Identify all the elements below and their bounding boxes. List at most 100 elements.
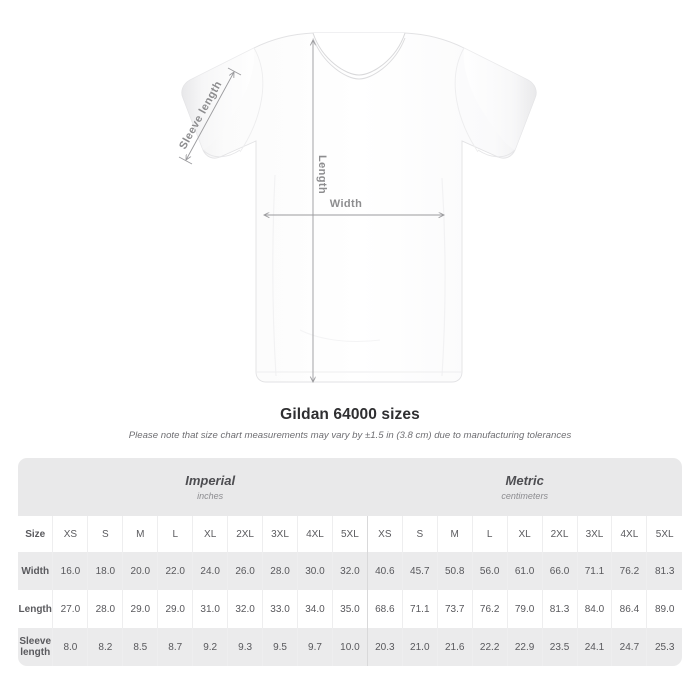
table-row-width: Width 16.0 18.0 20.0 22.0 24.0 26.0 28.0… [18,552,682,590]
cell-sleeve-met-s: 21.0 [401,628,438,666]
table-row-length: Length 27.0 28.0 29.0 29.0 31.0 32.0 33.… [18,590,682,628]
cell-width-met-5xl: 81.3 [646,552,682,590]
row-label-sleeve-length: Sleeve length [18,628,53,666]
tshirt-illustration: Length Width Sleeve length [177,32,537,400]
cell-length-met-l: 76.2 [471,590,508,628]
length-label: Length [316,155,328,194]
size-table: Imperial inches Metric centimeters Size … [18,458,682,666]
cell-width-met-l: 56.0 [471,552,508,590]
cell-width-met-s: 45.7 [401,552,438,590]
size-table-wrapper: Imperial inches Metric centimeters Size … [18,458,682,666]
header-cell-imp-4xl: 4XL [297,516,333,552]
header-cell-imp-5xl: 5XL [331,516,368,552]
cell-length-imp-2xl: 32.0 [227,590,263,628]
unit-banner-imperial: Imperial inches [52,458,368,516]
cell-sleeve-met-m: 21.6 [436,628,473,666]
header-cell-imp-s: S [87,516,123,552]
header-cell-met-m: M [436,516,473,552]
row-label-width: Width [18,552,53,590]
cell-length-imp-5xl: 35.0 [331,590,368,628]
header-cell-imp-2xl: 2XL [227,516,263,552]
header-cell-met-s: S [401,516,438,552]
header-cell-met-2xl: 2XL [541,516,577,552]
table-row-sleeve-length: Sleeve length 8.0 8.2 8.5 8.7 9.2 9.3 9.… [18,628,682,666]
header-cell-imp-3xl: 3XL [262,516,298,552]
cell-length-met-s: 71.1 [401,590,438,628]
cell-length-met-xs: 68.6 [366,590,403,628]
cell-width-imp-2xl: 26.0 [227,552,263,590]
cell-sleeve-imp-2xl: 9.3 [227,628,263,666]
cell-sleeve-imp-s: 8.2 [87,628,123,666]
cell-width-imp-s: 18.0 [87,552,123,590]
cell-length-imp-3xl: 33.0 [262,590,298,628]
cell-length-met-m: 73.7 [436,590,473,628]
chart-title: Gildan 64000 sizes [280,406,420,423]
cell-sleeve-met-xs: 20.3 [366,628,403,666]
cell-width-met-3xl: 71.1 [576,552,612,590]
cell-width-imp-4xl: 30.0 [297,552,333,590]
header-cell-imp-m: M [122,516,158,552]
cell-length-imp-s: 28.0 [87,590,123,628]
cell-sleeve-imp-5xl: 10.0 [331,628,368,666]
cell-sleeve-imp-xl: 9.2 [192,628,228,666]
unit-banner-row: Imperial inches Metric centimeters [18,458,682,516]
header-cell-met-xl: XL [506,516,543,552]
cell-sleeve-met-l: 22.2 [471,628,508,666]
cell-length-imp-m: 29.0 [122,590,158,628]
cell-width-imp-xs: 16.0 [52,552,88,590]
unit-sub-imperial: inches [197,490,224,501]
cell-length-met-xl: 79.0 [506,590,543,628]
width-dimension: Width [264,198,444,215]
header-size-label: Size [18,516,53,552]
cell-sleeve-imp-4xl: 9.7 [297,628,333,666]
cell-width-imp-5xl: 32.0 [331,552,368,590]
cell-sleeve-met-5xl: 25.3 [646,628,682,666]
cell-length-imp-xs: 27.0 [52,590,88,628]
cell-width-met-m: 50.8 [436,552,473,590]
cell-sleeve-imp-m: 8.5 [122,628,158,666]
cell-sleeve-met-4xl: 24.7 [611,628,647,666]
cell-width-imp-xl: 24.0 [192,552,228,590]
cell-length-imp-l: 29.0 [157,590,193,628]
unit-name-imperial: Imperial [185,472,236,488]
length-dimension: Length [313,40,328,382]
cell-length-met-4xl: 86.4 [611,590,647,628]
cell-sleeve-met-2xl: 23.5 [541,628,577,666]
header-cell-imp-xl: XL [192,516,228,552]
cell-sleeve-met-xl: 22.9 [506,628,543,666]
cell-width-met-xs: 40.6 [366,552,403,590]
cell-length-met-2xl: 81.3 [541,590,577,628]
unit-name-metric: Metric [505,472,544,488]
cell-width-imp-3xl: 28.0 [262,552,298,590]
cell-length-imp-4xl: 34.0 [297,590,333,628]
header-cell-met-3xl: 3XL [576,516,612,552]
cell-length-met-3xl: 84.0 [576,590,612,628]
row-label-length: Length [18,590,53,628]
unit-banner-spacer [18,458,53,516]
cell-sleeve-imp-l: 8.7 [157,628,193,666]
cell-width-met-2xl: 66.0 [541,552,577,590]
header-cell-imp-l: L [157,516,193,552]
cell-sleeve-met-3xl: 24.1 [576,628,612,666]
cell-length-imp-xl: 31.0 [192,590,228,628]
tshirt-body-shape [181,32,537,383]
chart-subtitle: Please note that size chart measurements… [128,430,572,441]
cell-width-imp-l: 22.0 [157,552,193,590]
title-block: Gildan 64000 sizes Please note that size… [0,405,700,442]
cell-sleeve-imp-3xl: 9.5 [262,628,298,666]
header-cell-met-4xl: 4XL [611,516,647,552]
unit-sub-metric: centimeters [501,490,548,501]
cell-length-met-5xl: 89.0 [646,590,682,628]
header-cell-met-l: L [471,516,508,552]
header-cell-imp-xs: XS [52,516,88,552]
size-header-row: Size XS S M L XL 2XL 3XL 4XL 5XL XS S M … [18,516,682,552]
header-cell-met-5xl: 5XL [646,516,682,552]
cell-width-met-xl: 61.0 [506,552,543,590]
cell-width-met-4xl: 76.2 [611,552,647,590]
unit-banner-metric: Metric centimeters [367,458,682,516]
cell-width-imp-m: 20.0 [122,552,158,590]
cell-sleeve-imp-xs: 8.0 [52,628,88,666]
width-label: Width [330,198,362,210]
header-cell-met-xs: XS [366,516,403,552]
